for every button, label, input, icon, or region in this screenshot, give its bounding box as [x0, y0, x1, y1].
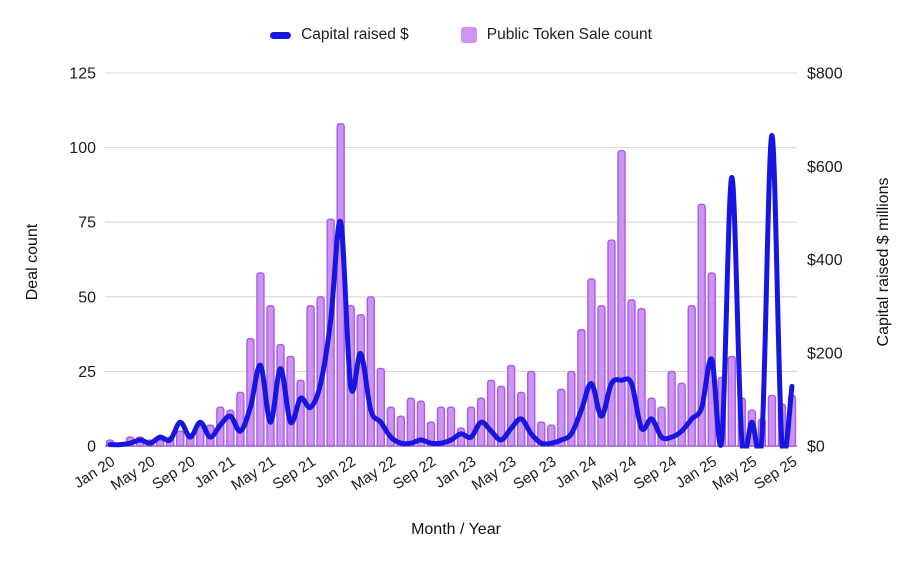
token-sale-bar	[426, 421, 436, 447]
token-sale-bar	[176, 430, 185, 447]
right-axis-tick-label: $400	[807, 252, 843, 269]
x-axis-tick-label: Sep 23	[510, 453, 559, 493]
x-axis-title: Month / Year	[411, 521, 501, 538]
right-axis-tick-label: $600	[807, 159, 843, 176]
token-sale-bar	[236, 391, 245, 447]
legend: Capital raised $ Public Token Sale count	[0, 26, 922, 44]
x-axis-tick-label: Sep 22	[390, 453, 439, 493]
token-sale-bar	[306, 305, 315, 447]
token-sale-bar	[336, 123, 345, 447]
token-sale-bar	[376, 367, 385, 447]
left-axis-tick-label: 75	[78, 215, 96, 232]
token-sale-bar	[406, 397, 416, 447]
left-axis-tick-labels: 0 25 50 75 100 125	[69, 66, 96, 456]
x-axis-tick-label: May 22	[348, 453, 399, 494]
legend-label-token-sale-count: Public Token Sale count	[486, 26, 652, 43]
right-axis-tick-labels: $0 $200 $400 $600 $800	[807, 66, 843, 456]
token-sale-bar	[627, 299, 636, 447]
x-axis-tick-label: May 20	[108, 453, 159, 494]
right-axis-tick-label: $200	[807, 345, 843, 362]
token-sale-bar-swatch-icon	[460, 27, 477, 43]
right-axis-tick-label: $800	[807, 66, 843, 83]
token-sale-bar	[396, 415, 406, 447]
token-sale-bar	[617, 149, 626, 447]
token-sale-bar	[557, 388, 566, 447]
x-axis-tick-label: May 25	[710, 453, 761, 494]
token-sale-bar	[767, 394, 777, 447]
token-sale-bar	[436, 406, 446, 447]
token-sale-bar	[266, 305, 275, 447]
legend-label-capital-raised: Capital raised $	[301, 26, 409, 43]
token-sale-bar	[587, 278, 596, 447]
x-axis-tick-label: May 21	[228, 453, 279, 494]
left-axis-tick-label: 125	[69, 66, 96, 83]
token-sale-bar	[416, 400, 426, 447]
left-axis-tick-label: 25	[78, 364, 96, 381]
x-axis-tick-label: May 24	[589, 453, 640, 494]
token-sale-bar	[597, 305, 606, 447]
legend-item-capital-raised: Capital raised $	[270, 26, 409, 44]
token-sale-bar	[607, 239, 616, 447]
token-sale-bar	[466, 406, 476, 447]
token-sale-bar	[496, 385, 506, 447]
x-axis-tick-label: Sep 20	[149, 453, 198, 493]
token-sale-bar	[256, 272, 265, 447]
left-axis-tick-label: 100	[69, 140, 96, 157]
token-sale-bar	[276, 343, 285, 447]
token-sale-bar	[687, 305, 696, 447]
token-sale-bar	[727, 355, 737, 447]
capital-raised-line	[107, 132, 795, 449]
capital-raised-line-swatch-icon	[270, 31, 292, 39]
legend-item-token-sale-count: Public Token Sale count	[460, 26, 652, 44]
x-axis-tick-label: May 23	[469, 453, 520, 494]
left-axis-tick-label: 0	[87, 439, 96, 456]
gridlines	[105, 72, 797, 447]
token-sale-bar	[356, 314, 365, 447]
token-sale-bar	[677, 382, 686, 447]
left-axis-tick-label: 50	[78, 289, 96, 306]
x-axis-tick-label: Sep 25	[751, 453, 800, 493]
x-axis-tick-label: Sep 24	[631, 453, 680, 493]
token-sale-bars	[105, 123, 797, 447]
right-axis-tick-label: $0	[807, 439, 825, 456]
token-sale-bar	[366, 296, 375, 447]
x-axis-tick-label: Sep 21	[270, 453, 319, 493]
token-sale-bar	[667, 370, 676, 447]
token-sale-bar	[577, 328, 586, 447]
